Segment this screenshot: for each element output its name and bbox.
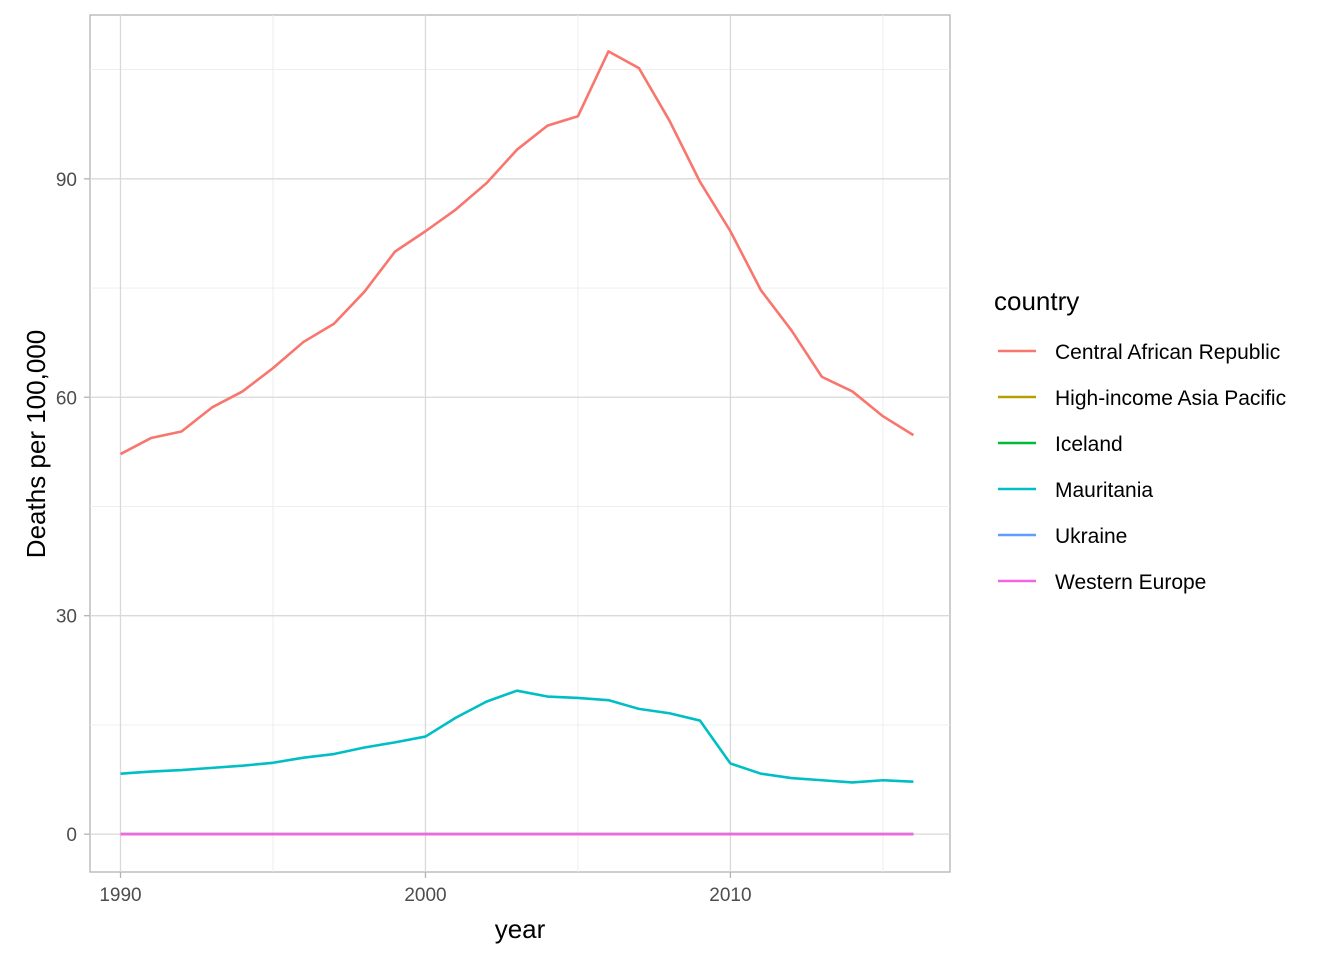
y-axis-title: Deaths per 100,000 bbox=[21, 330, 51, 558]
legend-label-central-african-republic: Central African Republic bbox=[1055, 341, 1280, 364]
x-tick-label: 2010 bbox=[709, 885, 751, 906]
x-tick-label: 2000 bbox=[404, 885, 446, 906]
legend-label-western-europe: Western Europe bbox=[1055, 571, 1206, 594]
legend-label-high-income-asia-pacific: High-income Asia Pacific bbox=[1055, 387, 1286, 410]
series-line-central-african-republic bbox=[119, 50, 915, 456]
legend: country Central African Republic High-inc… bbox=[994, 286, 1286, 594]
minor-gridlines bbox=[90, 15, 950, 872]
y-tick-label: 0 bbox=[66, 825, 77, 846]
y-axis-ticks: 0 30 60 90 bbox=[56, 170, 90, 846]
legend-items: Central African Republic High-income Asia… bbox=[998, 341, 1286, 594]
plot-panel bbox=[89, 14, 951, 873]
x-axis-title: year bbox=[495, 914, 546, 944]
legend-label-mauritania: Mauritania bbox=[1055, 479, 1153, 502]
y-tick-label: 30 bbox=[56, 607, 77, 628]
legend-title: country bbox=[994, 286, 1079, 316]
y-tick-label: 90 bbox=[56, 170, 77, 191]
legend-label-iceland: Iceland bbox=[1055, 433, 1123, 456]
y-tick-label: 60 bbox=[56, 388, 77, 409]
series-line-mauritania bbox=[120, 689, 914, 784]
legend-label-ukraine: Ukraine bbox=[1055, 525, 1127, 548]
x-tick-label: 1990 bbox=[99, 885, 141, 906]
x-axis-ticks: 1990 2000 2010 bbox=[99, 872, 752, 906]
series-lines bbox=[119, 50, 915, 836]
